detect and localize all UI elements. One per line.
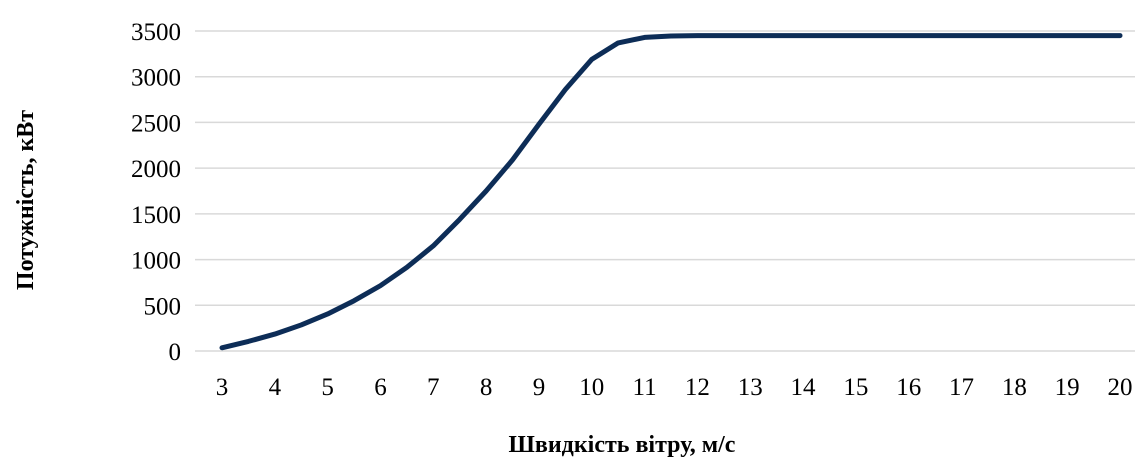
x-axis-ticks: 3 4 5 6 7 8 9 10 11 12 13 14 15 16 17 18 19 20 — [216, 374, 1133, 401]
y-tick-label: 1500 — [131, 202, 181, 229]
y-tick-label: 1000 — [131, 248, 181, 275]
x-tick-label: 15 — [843, 374, 868, 401]
x-tick-label: 18 — [1002, 374, 1027, 401]
y-tick-label: 2000 — [131, 156, 181, 183]
series-layer — [219, 33, 1123, 351]
x-tick-label: 16 — [896, 374, 921, 401]
x-tick-label: 12 — [685, 374, 710, 401]
y-tick-label: 500 — [144, 293, 182, 320]
y-tick-label: 3000 — [131, 65, 181, 92]
y-axis-ticks: 0 500 1000 1500 2000 2500 3000 3500 — [131, 19, 181, 366]
x-tick-label: 20 — [1108, 374, 1133, 401]
x-axis-title: Швидкість вітру, м/с — [509, 432, 736, 458]
x-tick-label: 5 — [321, 374, 334, 401]
y-tick-label: 0 — [169, 339, 182, 366]
y-tick-label: 2500 — [131, 110, 181, 137]
x-tick-label: 11 — [633, 374, 657, 401]
x-tick-label: 19 — [1055, 374, 1080, 401]
y-tick-label: 3500 — [131, 19, 181, 46]
x-tick-label: 9 — [533, 374, 546, 401]
y-axis-title: Потужність, кВт — [13, 110, 39, 290]
x-tick-label: 6 — [374, 374, 387, 401]
gridlines — [195, 30, 1135, 352]
series-line-0 — [219, 33, 1123, 351]
x-tick-label: 7 — [427, 374, 440, 401]
x-tick-label: 10 — [579, 374, 604, 401]
x-tick-label: 14 — [791, 374, 817, 401]
x-tick-label: 4 — [269, 374, 282, 401]
x-tick-label: 3 — [216, 374, 229, 401]
x-tick-label: 13 — [738, 374, 763, 401]
x-tick-label: 17 — [949, 374, 974, 401]
x-tick-label: 8 — [480, 374, 493, 401]
